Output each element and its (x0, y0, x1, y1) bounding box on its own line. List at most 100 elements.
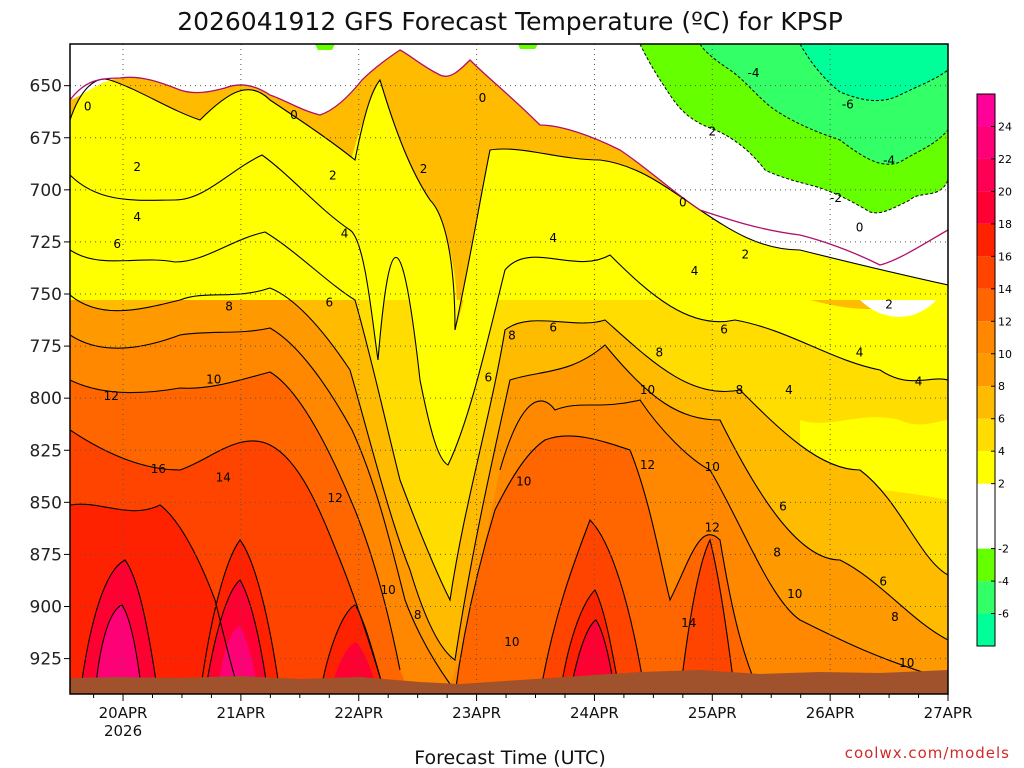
contour-label: 8 (508, 329, 516, 343)
colorbar-tick-label: 14 (998, 283, 1012, 296)
colorbar-bin (977, 386, 995, 419)
terrain (70, 670, 948, 694)
colorbar-frame (976, 93, 996, 647)
contour-label: 10 (206, 372, 221, 386)
x-tick-label: 26APR (806, 704, 855, 722)
contour-line (70, 287, 948, 661)
contour-label: -4 (883, 154, 895, 168)
colorbar-tick-label: 24 (998, 120, 1012, 133)
contour-label: 12 (104, 389, 119, 403)
contour-label: -4 (748, 66, 760, 80)
colorbar-tick-label: 10 (998, 348, 1012, 361)
contour-line (70, 327, 451, 685)
contour-label: 4 (691, 264, 699, 278)
x-year-label: 2026 (104, 722, 142, 740)
contour-label: 2 (420, 162, 428, 176)
contour-label: 16 (151, 462, 166, 476)
x-axis: 20APR 21APR 22APR 23APR 24APR 25APR 26APR 27APR… (93, 694, 972, 740)
contour-label: 10 (899, 656, 914, 670)
colorbar: 24 22 20 18 16 14 12 10 8 6 4 2 -2 -4 -6 (976, 93, 1012, 647)
colorbar-bin (977, 126, 995, 159)
contour-label: 4 (133, 210, 141, 224)
colorbar-tick-label: 22 (998, 153, 1012, 166)
x-tick-label: 23APR (452, 704, 501, 722)
negative-contours (639, 44, 948, 214)
contour-line (454, 435, 761, 694)
contour-label: -6 (842, 97, 854, 111)
contour-label: 6 (879, 575, 887, 589)
contour-line (79, 559, 159, 694)
contour-label: 8 (655, 345, 663, 359)
y-axis: 650 675 700 725 750 775 800 825 850 875 900 925 (30, 77, 70, 670)
contour-label: 6 (779, 500, 787, 514)
band-minus6 (800, 44, 948, 101)
colorbar-bin (977, 353, 995, 387)
contour-line (679, 538, 736, 694)
contour-label: 8 (891, 610, 899, 624)
y-tick-label: 825 (30, 441, 62, 461)
contour-line (70, 503, 241, 694)
contour-line (639, 44, 948, 214)
y-tick-label: 875 (30, 545, 62, 565)
contour-label: 2 (133, 160, 141, 174)
y-tick-label: 900 (30, 598, 62, 618)
contour-label: 4 (915, 375, 923, 389)
contour-label: 12 (705, 520, 720, 534)
y-tick-label: 725 (30, 233, 62, 253)
contour-label: 8 (225, 300, 233, 314)
band-yellow-top (70, 79, 948, 331)
colorbar-bin (977, 548, 995, 582)
y-tick-label: 800 (30, 389, 62, 409)
colorbar-bin (977, 613, 995, 646)
contour-label: 6 (720, 322, 728, 336)
colorbar-bin (977, 288, 995, 322)
colorbar-tick-label: -6 (998, 608, 1009, 621)
contour-line (499, 399, 948, 681)
colorbar-tick-label: -2 (998, 543, 1009, 556)
x-axis-label: Forecast Time (UTC) (414, 747, 605, 768)
contour-line (94, 604, 143, 694)
band-green-spot (315, 44, 335, 50)
colorbar-tick-label: 4 (998, 445, 1005, 458)
y-tick-label: 650 (30, 77, 62, 97)
contour-line (199, 539, 281, 694)
y-tick-label: 700 (30, 181, 62, 201)
contour-line (70, 78, 948, 331)
x-tick-label: 24APR (570, 704, 619, 722)
contour-label: 10 (705, 460, 720, 474)
plot-frame (69, 43, 949, 695)
x-tick-label: 25APR (688, 704, 737, 722)
colorbar-bin (977, 94, 995, 127)
contour-label: 6 (549, 320, 557, 334)
contour-label: 14 (216, 470, 231, 484)
x-tick-label: 22APR (334, 704, 383, 722)
colorbar-bin (977, 191, 995, 224)
contour-label: 12 (640, 458, 655, 472)
y-tick-label: 925 (30, 650, 62, 670)
colorbar-bin (977, 451, 995, 484)
contour-label: 6 (113, 237, 121, 251)
contour-label: 6 (325, 295, 333, 309)
colorbar-bin (977, 581, 995, 614)
contour-line (319, 604, 386, 694)
contour-line (559, 589, 621, 694)
colorbar-bin (977, 223, 995, 257)
contour-label: 0 (84, 100, 92, 114)
contour-label: 4 (856, 345, 864, 359)
band-green-spot-b (518, 44, 538, 49)
contour-label: 2 (885, 297, 893, 311)
contour-label: 14 (681, 616, 696, 630)
contour-label: 10 (516, 475, 531, 489)
colorbar-tick-label: 2 (998, 478, 1005, 491)
band-14-16-c (680, 540, 735, 694)
contour-label: 0 (856, 220, 864, 234)
contour-line (699, 44, 948, 165)
contour-label: 4 (549, 231, 557, 245)
colorbar-tick-label: 12 (998, 315, 1012, 328)
contour-label: 6 (485, 370, 493, 384)
contour-label: 12 (328, 491, 343, 505)
contour-label: 4 (785, 383, 793, 397)
